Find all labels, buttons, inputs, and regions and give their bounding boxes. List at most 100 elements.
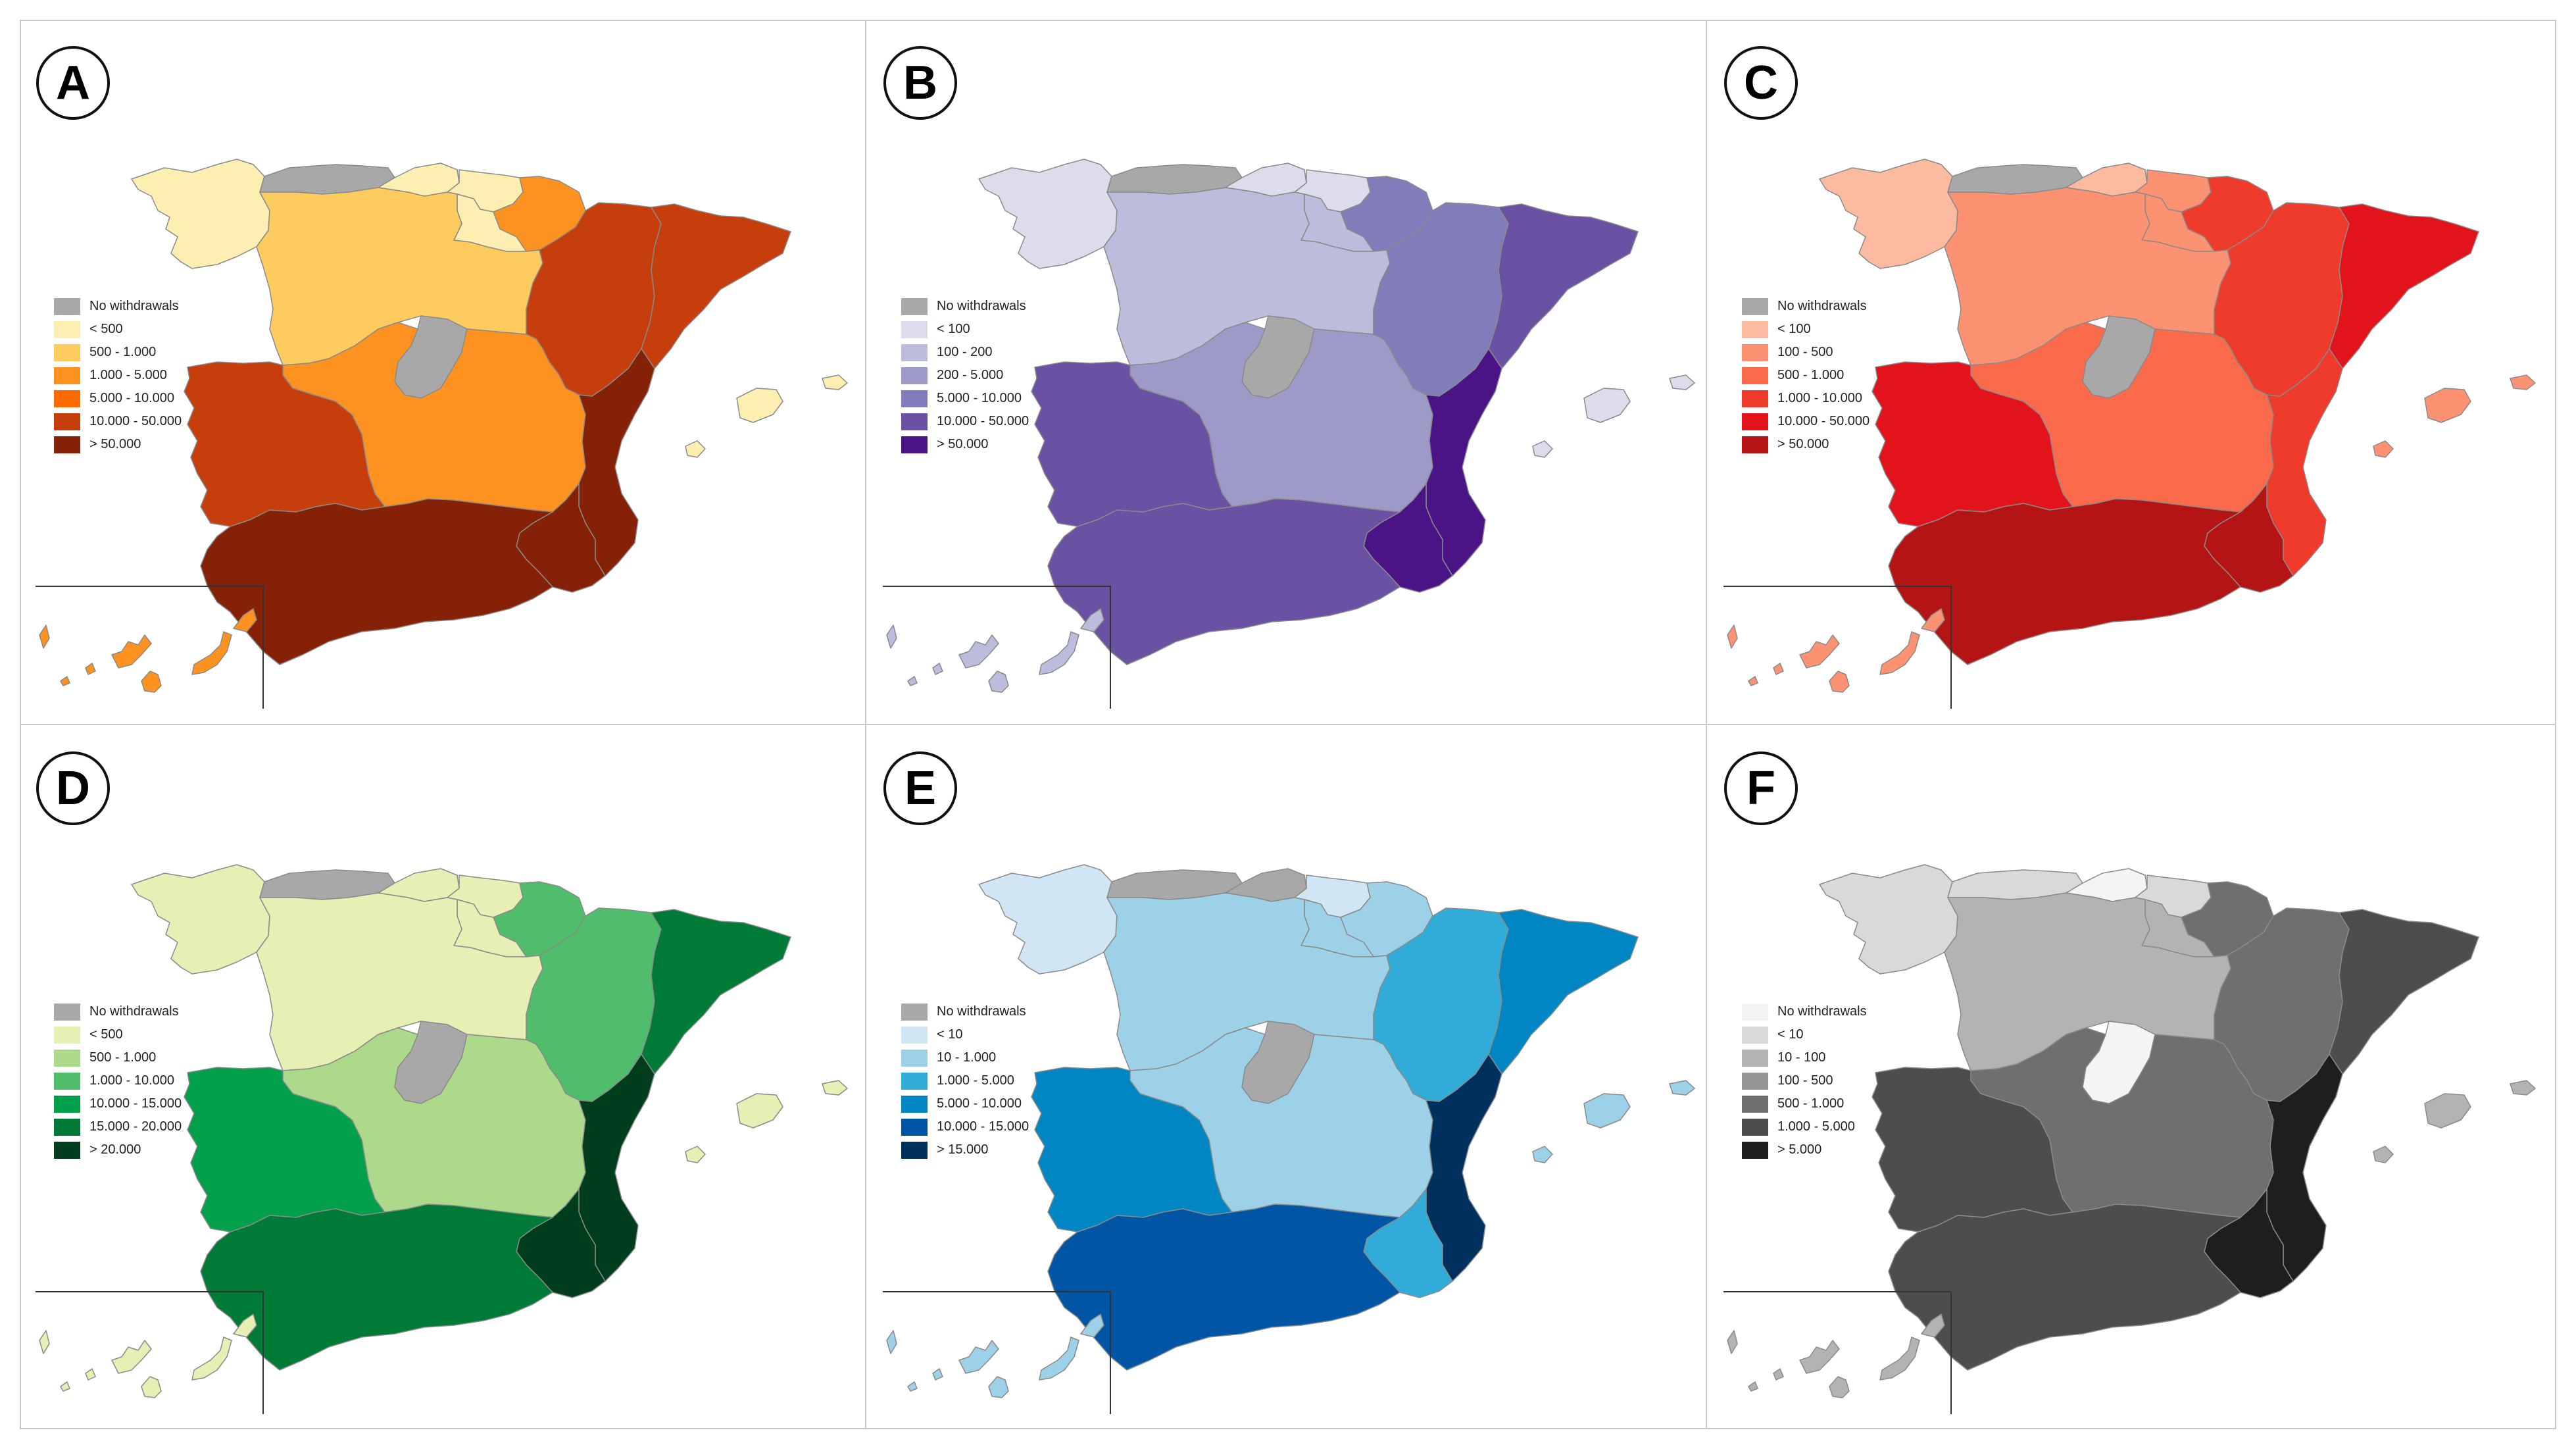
panel-c: C No withdrawals < 100 100 - 500 500 - 1.000…: [1708, 20, 2550, 724]
legend-swatch: [901, 1003, 928, 1021]
panel-label: A: [36, 46, 110, 120]
legend-swatch: [54, 413, 80, 430]
legend: No withdrawals < 100 100 - 200 200 - 5.000 5…: [901, 295, 1029, 456]
legend: No withdrawals < 10 10 - 1.000 1.000 - 5.00…: [901, 1000, 1029, 1161]
legend-item: < 100: [1742, 318, 1870, 341]
legend-item: 5.000 - 10.000: [901, 387, 1029, 410]
legend-swatch: [54, 1118, 80, 1136]
legend-label: 5.000 - 10.000: [937, 1096, 1022, 1111]
legend-swatch: [901, 390, 928, 407]
legend-label: 100 - 500: [1777, 345, 1833, 359]
legend-label: 5.000 - 10.000: [89, 391, 174, 405]
region-valencia: [2266, 1054, 2343, 1282]
legend-swatch: [1742, 297, 1768, 315]
legend-label: No withdrawals: [937, 1004, 1026, 1019]
legend-item: 10.000 - 50.000: [1742, 410, 1870, 433]
legend-item: 500 - 1.000: [1742, 364, 1870, 387]
legend-swatch: [54, 320, 80, 338]
legend-swatch: [1742, 1095, 1768, 1113]
legend-item: 1.000 - 10.000: [1742, 387, 1870, 410]
legend-item: < 100: [901, 318, 1029, 341]
legend: No withdrawals < 10 10 - 100 100 - 500 500 -…: [1742, 1000, 1867, 1161]
map-f: [1727, 864, 2536, 1398]
legend-label: > 50.000: [89, 437, 141, 451]
canary-inset-frame: [1723, 1291, 1952, 1414]
legend-item: 10 - 1.000: [901, 1046, 1029, 1069]
legend-item: 200 - 5.000: [901, 364, 1029, 387]
legend-swatch: [54, 1072, 80, 1090]
legend-item: 10.000 - 50.000: [54, 410, 182, 433]
region-valencia: [578, 1054, 655, 1282]
panel-divider-horizontal: [20, 724, 2556, 725]
legend-swatch: [901, 297, 928, 315]
legend-swatch: [901, 436, 928, 453]
legend-swatch: [901, 1095, 928, 1113]
legend-swatch: [54, 1141, 80, 1159]
legend-label: 10 - 1.000: [937, 1050, 997, 1065]
panel-label: B: [883, 46, 957, 120]
legend-label: 500 - 1.000: [89, 345, 157, 359]
legend-item: 10.000 - 15.000: [901, 1115, 1029, 1138]
legend-label: 200 - 5.000: [937, 368, 1004, 382]
legend-label: 1.000 - 10.000: [1777, 391, 1862, 405]
legend-label: 10.000 - 15.000: [89, 1096, 182, 1111]
legend-swatch: [1742, 343, 1768, 361]
legend-swatch: [54, 390, 80, 407]
panel-a: A No withdrawals < 500 500 - 1.000 1.000 - 5…: [20, 20, 862, 724]
legend-swatch: [54, 367, 80, 384]
region-catalonia: [2329, 203, 2479, 369]
legend-swatch: [901, 1049, 928, 1067]
legend-item: No withdrawals: [54, 1000, 182, 1023]
map-a: [39, 159, 848, 693]
region-catalonia: [641, 203, 791, 369]
legend-swatch: [1742, 320, 1768, 338]
legend-label: < 500: [89, 322, 123, 336]
legend-label: 500 - 1.000: [89, 1050, 157, 1065]
panel-d: D No withdrawals < 500 500 - 1.000 1.000 - 1…: [20, 725, 862, 1429]
legend-label: 100 - 500: [1777, 1073, 1833, 1088]
legend-label: No withdrawals: [89, 299, 179, 313]
region-galicia: [1819, 864, 1958, 975]
region-balearic: [2373, 374, 2536, 458]
legend-label: No withdrawals: [1777, 299, 1867, 313]
legend-item: < 10: [901, 1023, 1029, 1046]
legend-label: 1.000 - 5.000: [1777, 1119, 1855, 1134]
legend-label: > 50.000: [937, 437, 989, 451]
legend-item: 5.000 - 10.000: [54, 387, 182, 410]
canary-inset-frame: [883, 586, 1111, 709]
legend-item: 100 - 500: [1742, 341, 1870, 364]
legend-label: No withdrawals: [1777, 1004, 1867, 1019]
legend-swatch: [901, 1141, 928, 1159]
legend-swatch: [54, 343, 80, 361]
legend-swatch: [1742, 413, 1768, 430]
legend-item: 1.000 - 5.000: [901, 1069, 1029, 1092]
legend-item: 100 - 500: [1742, 1069, 1867, 1092]
legend-item: 500 - 1.000: [1742, 1092, 1867, 1115]
legend-item: < 500: [54, 1023, 182, 1046]
region-catalonia: [2329, 909, 2479, 1075]
legend-item: 10 - 100: [1742, 1046, 1867, 1069]
legend: No withdrawals < 500 500 - 1.000 1.000 - 10…: [54, 1000, 182, 1161]
legend-item: > 50.000: [901, 433, 1029, 456]
legend-item: > 15.000: [901, 1138, 1029, 1161]
legend: No withdrawals < 100 100 - 500 500 - 1.000 1…: [1742, 295, 1870, 456]
legend-swatch: [1742, 1003, 1768, 1021]
region-galicia: [978, 159, 1118, 269]
region-catalonia: [1488, 909, 1639, 1075]
region-canary: [1727, 1313, 1945, 1398]
legend-item: No withdrawals: [901, 1000, 1029, 1023]
legend-item: 500 - 1.000: [54, 1046, 182, 1069]
region-galicia: [1819, 159, 1958, 269]
region-andalusia: [1888, 1204, 2241, 1371]
legend-item: 1.000 - 5.000: [1742, 1115, 1867, 1138]
region-balearic: [685, 1080, 848, 1163]
legend-swatch: [1742, 1118, 1768, 1136]
legend-swatch: [1742, 1026, 1768, 1044]
region-andalusia: [1047, 498, 1400, 665]
legend-label: 10.000 - 15.000: [937, 1119, 1029, 1134]
legend-swatch: [1742, 1049, 1768, 1067]
region-catalonia: [1488, 203, 1639, 369]
region-andalusia: [1047, 1204, 1400, 1371]
region-canary: [39, 608, 257, 693]
